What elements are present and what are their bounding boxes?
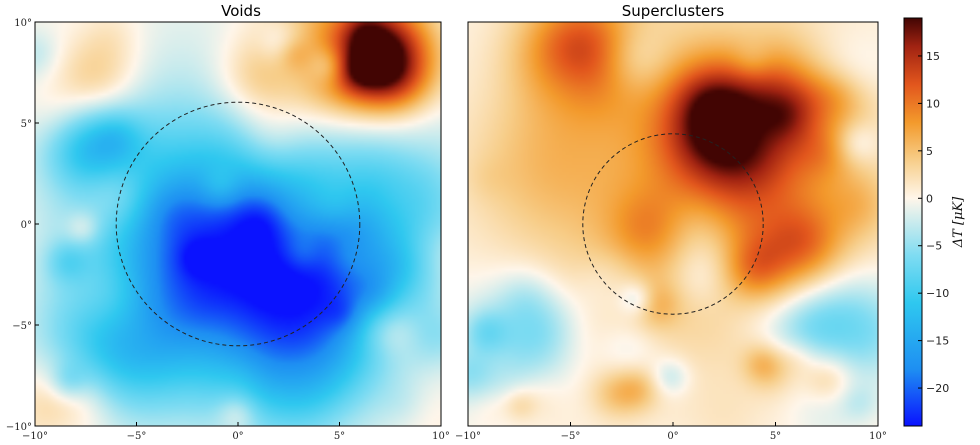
colorbar-label: ΔT [μK] [951, 196, 966, 248]
superclusters-x-ticks: −10° −5° 0° 5° 10° [455, 422, 887, 442]
x-tick-label: −10° [455, 431, 481, 442]
superclusters-panel: Superclusters −10° −5° 0° 5° 10° [455, 2, 887, 442]
x-tick-label: −10° [22, 431, 48, 442]
colorbar-tick-label: 5 [926, 145, 933, 158]
colorbar-tick-label: 0 [926, 192, 933, 205]
y-tick-label: 5° [21, 119, 32, 130]
voids-y-ticks: 10° 5° 0° −5° −10° [6, 18, 39, 433]
superclusters-aperture-circle [582, 133, 764, 315]
voids-temperature-map [35, 22, 441, 426]
colorbar-tick-label: 15 [926, 50, 940, 63]
colorbar-tick-label: −15 [926, 335, 949, 348]
colorbar-tick-label: −10 [926, 287, 949, 300]
y-tick-label: 0° [21, 220, 32, 231]
colorbar-ticks: 15 10 5 0 −5 −10 −15 −20 [918, 50, 949, 395]
voids-panel: Voids −10° −5° 0° 5° 10° 10° 5° 0° −5° −10° [6, 2, 450, 442]
x-tick-label: 0° [667, 431, 678, 442]
colorbar-tick-label: −5 [926, 240, 942, 253]
y-tick-label: −10° [6, 422, 32, 433]
y-tick-label: −5° [12, 321, 32, 332]
colorbar: 15 10 5 0 −5 −10 −15 −20 ΔT [μK] [903, 17, 966, 427]
y-tick-label: 10° [14, 18, 32, 29]
superclusters-title: Superclusters [622, 2, 725, 20]
voids-title: Voids [221, 2, 261, 20]
colorbar-bar [903, 17, 923, 427]
x-tick-label: 5° [334, 431, 345, 442]
x-tick-label: −5° [127, 431, 147, 442]
x-tick-label: −5° [561, 431, 581, 442]
colorbar-tick-label: −20 [926, 382, 949, 395]
voids-x-ticks: −10° −5° 0° 5° 10° [22, 422, 450, 442]
superclusters-temperature-map [468, 22, 878, 426]
x-tick-label: 0° [232, 431, 243, 442]
colorbar-tick-label: 10 [926, 97, 940, 110]
x-tick-label: 5° [770, 431, 781, 442]
x-tick-label: 10° [432, 431, 450, 442]
voids-aperture-circle [115, 101, 361, 347]
x-tick-label: 10° [869, 431, 887, 442]
